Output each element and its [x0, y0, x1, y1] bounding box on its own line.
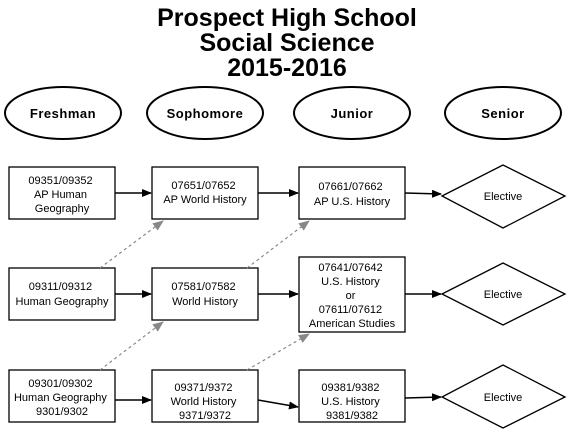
svg-text:Elective: Elective: [484, 392, 523, 404]
svg-text:07661/07662 AP U.S. Hist: 07661/07662 AP U.S. History: [314, 181, 391, 208]
title-school: Prospect High School: [157, 4, 417, 32]
year-header-senior: Senior: [444, 86, 562, 140]
elective-diamond-1: Elective: [440, 164, 567, 229]
course-box-human-geography-9301: 09301/09302 Human Geography 9301/9302: [8, 369, 116, 423]
arrow-ju1-se1: [404, 189, 442, 198]
svg-text:Elective: Elective: [484, 191, 523, 203]
arrow-so3-ju3: [257, 399, 299, 410]
svg-text:Freshman: Freshman: [30, 106, 96, 121]
title-year: 2015-2016: [227, 54, 347, 82]
svg-text:09311/09312 Human Geogra: 09311/09312 Human Geography: [16, 281, 109, 308]
year-header-freshman: Freshman: [4, 86, 122, 140]
course-box-ap-us-history: 07661/07662 AP U.S. History: [298, 166, 406, 220]
course-box-us-history-or-american-studies: 07641/07642 U.S. History or 07611/07612 …: [298, 256, 406, 333]
course-box-ap-human-geography: 09351/09352 AP Human Geography: [8, 166, 116, 220]
year-header-junior: Junior: [293, 86, 411, 140]
course-box-ap-world-history: 07651/07652 AP World History: [151, 166, 259, 220]
svg-text:07581/07582 World Histor: 07581/07582 World History: [171, 281, 238, 308]
svg-text:Sophomore: Sophomore: [167, 106, 244, 121]
course-box-world-history-9371: 09371/9372 World History 9371/9372: [151, 369, 259, 423]
title-department: Social Science: [199, 29, 375, 57]
svg-text:Junior: Junior: [331, 106, 374, 121]
course-box-us-history-9381: 09381/9382 U.S. History 9381/9382: [298, 369, 406, 423]
course-box-world-history: 07581/07582 World History: [151, 267, 259, 321]
svg-text:Senior: Senior: [481, 106, 524, 121]
arrow-ju3-se3: [404, 393, 442, 402]
svg-text:09371/9372 World History: 09371/9372 World History 9371/9372: [171, 382, 240, 422]
svg-text:09351/09352 AP Human: 09351/09352 AP Human Geography: [28, 175, 95, 215]
svg-text:07641/07642 U.S. History: 07641/07642 U.S. History or 07611/07612 …: [309, 262, 396, 330]
svg-text:Elective: Elective: [484, 289, 523, 301]
dashed-arrow-fr3-so2: [99, 321, 164, 371]
svg-text:09301/09302 Human Geogra: 09301/09302 Human Geography 9301/9302: [14, 378, 110, 418]
elective-diamond-3: Elective: [440, 364, 567, 429]
dashed-arrow-so3-ju2: [246, 333, 310, 371]
course-box-human-geography: 09311/09312 Human Geography: [8, 267, 116, 321]
elective-diamond-2: Elective: [440, 262, 567, 326]
dashed-arrow-so2-ju1: [246, 220, 310, 269]
svg-text:07651/07652 AP World His: 07651/07652 AP World History: [163, 180, 247, 206]
svg-text:09381/9382 U.S. History: 09381/9382 U.S. History 9381/9382: [321, 382, 383, 422]
year-header-sophomore: Sophomore: [146, 86, 264, 140]
dashed-arrow-fr2-so1: [99, 220, 164, 269]
